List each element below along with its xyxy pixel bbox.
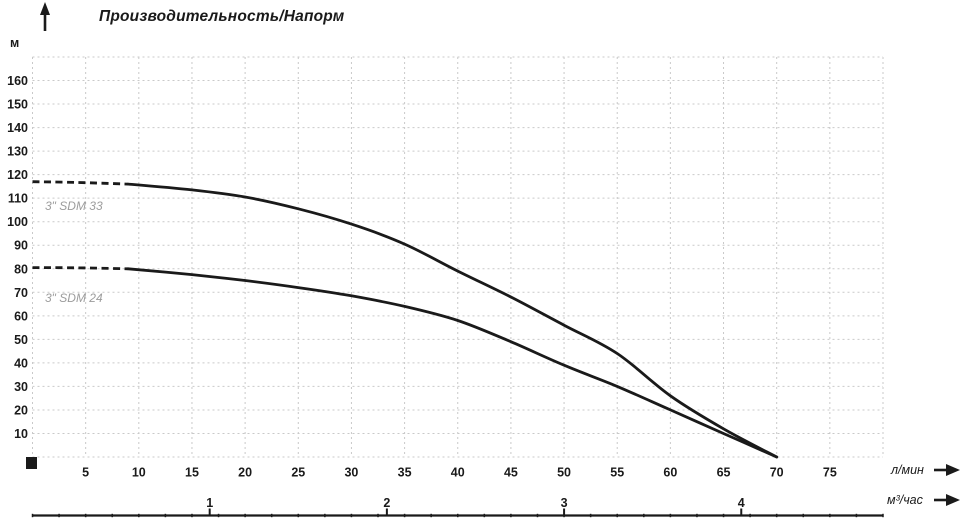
y-tick-label-90: 90 [14, 239, 28, 253]
curve-dashed-1 [32, 266, 129, 271]
y-tick-label-10: 10 [14, 427, 28, 441]
x2-tick-label-1: 1 [206, 496, 213, 510]
x-tick-label-65: 65 [717, 466, 731, 480]
x-tick-label-35: 35 [398, 466, 412, 480]
x2-tick-label-2: 2 [383, 496, 390, 510]
x-tick-label-45: 45 [504, 466, 518, 480]
y-tick-label-40: 40 [14, 356, 28, 370]
x-tick-label-60: 60 [663, 466, 677, 480]
x-tick-label-20: 20 [238, 466, 252, 480]
x-tick-label-15: 15 [185, 466, 199, 480]
y-tick-label-140: 140 [7, 121, 28, 135]
y-tick-label-160: 160 [7, 74, 28, 88]
y-axis-arrow-icon [40, 2, 50, 31]
curves [32, 180, 779, 459]
y-tick-label-70: 70 [14, 286, 28, 300]
y-tick-label-110: 110 [8, 192, 28, 206]
series-label-sdm24: 3" SDM 24 [45, 291, 103, 305]
series-label-sdm33: 3" SDM 33 [45, 199, 103, 213]
y-tick-label-30: 30 [14, 380, 28, 394]
x-tick-label-40: 40 [451, 466, 465, 480]
x2-axis-arrow-icon [934, 494, 960, 506]
secondary-axis [31, 508, 884, 518]
y-tick-label-50: 50 [14, 333, 28, 347]
curve-solid-1 [126, 267, 779, 459]
y-tick-label-100: 100 [7, 215, 28, 229]
x-tick-label-75: 75 [823, 466, 837, 480]
x-tick-label-50: 50 [557, 466, 571, 480]
chart-title: Производительность/Напорм [99, 8, 345, 25]
x-tick-label-70: 70 [770, 466, 784, 480]
x-tick-label-30: 30 [344, 466, 358, 480]
y-tick-label-120: 120 [7, 168, 28, 182]
y-tick-label-130: 130 [7, 145, 28, 159]
grid [32, 56, 884, 458]
x2-tick-label-4: 4 [738, 496, 745, 510]
x2-axis-unit-label: м³/час [887, 493, 923, 507]
y-tick-label-150: 150 [7, 98, 28, 112]
curve-solid-0 [126, 182, 779, 459]
y-axis-unit-label: м [10, 36, 20, 50]
tick-labels: 1020304050607080901001101201301401501605… [7, 74, 837, 510]
x-axis-arrow-icon [934, 464, 960, 476]
x-tick-label-25: 25 [291, 466, 305, 480]
x-tick-label-5: 5 [82, 466, 89, 480]
curve-dashed-0 [32, 180, 129, 186]
x-tick-label-10: 10 [132, 466, 146, 480]
y-tick-label-80: 80 [14, 262, 28, 276]
y-tick-label-20: 20 [14, 403, 28, 417]
y-tick-label-60: 60 [14, 309, 28, 323]
x-tick-label-55: 55 [610, 466, 624, 480]
origin-marker [26, 457, 37, 469]
x2-tick-label-3: 3 [561, 496, 568, 510]
x-axis-unit-label: л/мин [891, 463, 924, 477]
